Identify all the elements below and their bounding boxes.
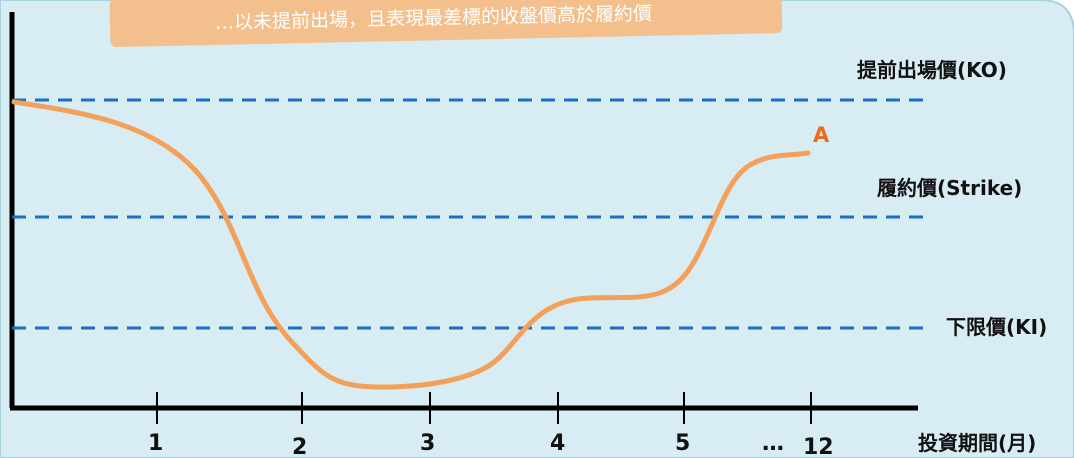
x-tick-ellipsis: …: [762, 431, 784, 456]
x-tick-label-3: 3: [420, 431, 435, 456]
price-path-curve: [11, 99, 811, 390]
x-tick-label-1: 1: [148, 431, 163, 456]
curve-label-a: A: [813, 123, 830, 147]
banner: …以未提前出場，且表現最差標的收盤價高於履約價: [109, 0, 783, 47]
x-axis-label: 投資期間(月): [918, 431, 1036, 455]
ki-level-label: 下限價(KI): [946, 315, 1047, 339]
x-tick-label-2: 2: [292, 435, 307, 458]
x-tick-label-4: 4: [550, 431, 565, 456]
banner-shape: [109, 0, 783, 47]
x-tick-label-5: 5: [675, 431, 690, 456]
ko-level-label: 提前出場價(KO): [857, 58, 1007, 82]
strike-level-label: 履約價(Strike): [877, 176, 1022, 200]
x-tick-label-12: 12: [803, 435, 834, 458]
